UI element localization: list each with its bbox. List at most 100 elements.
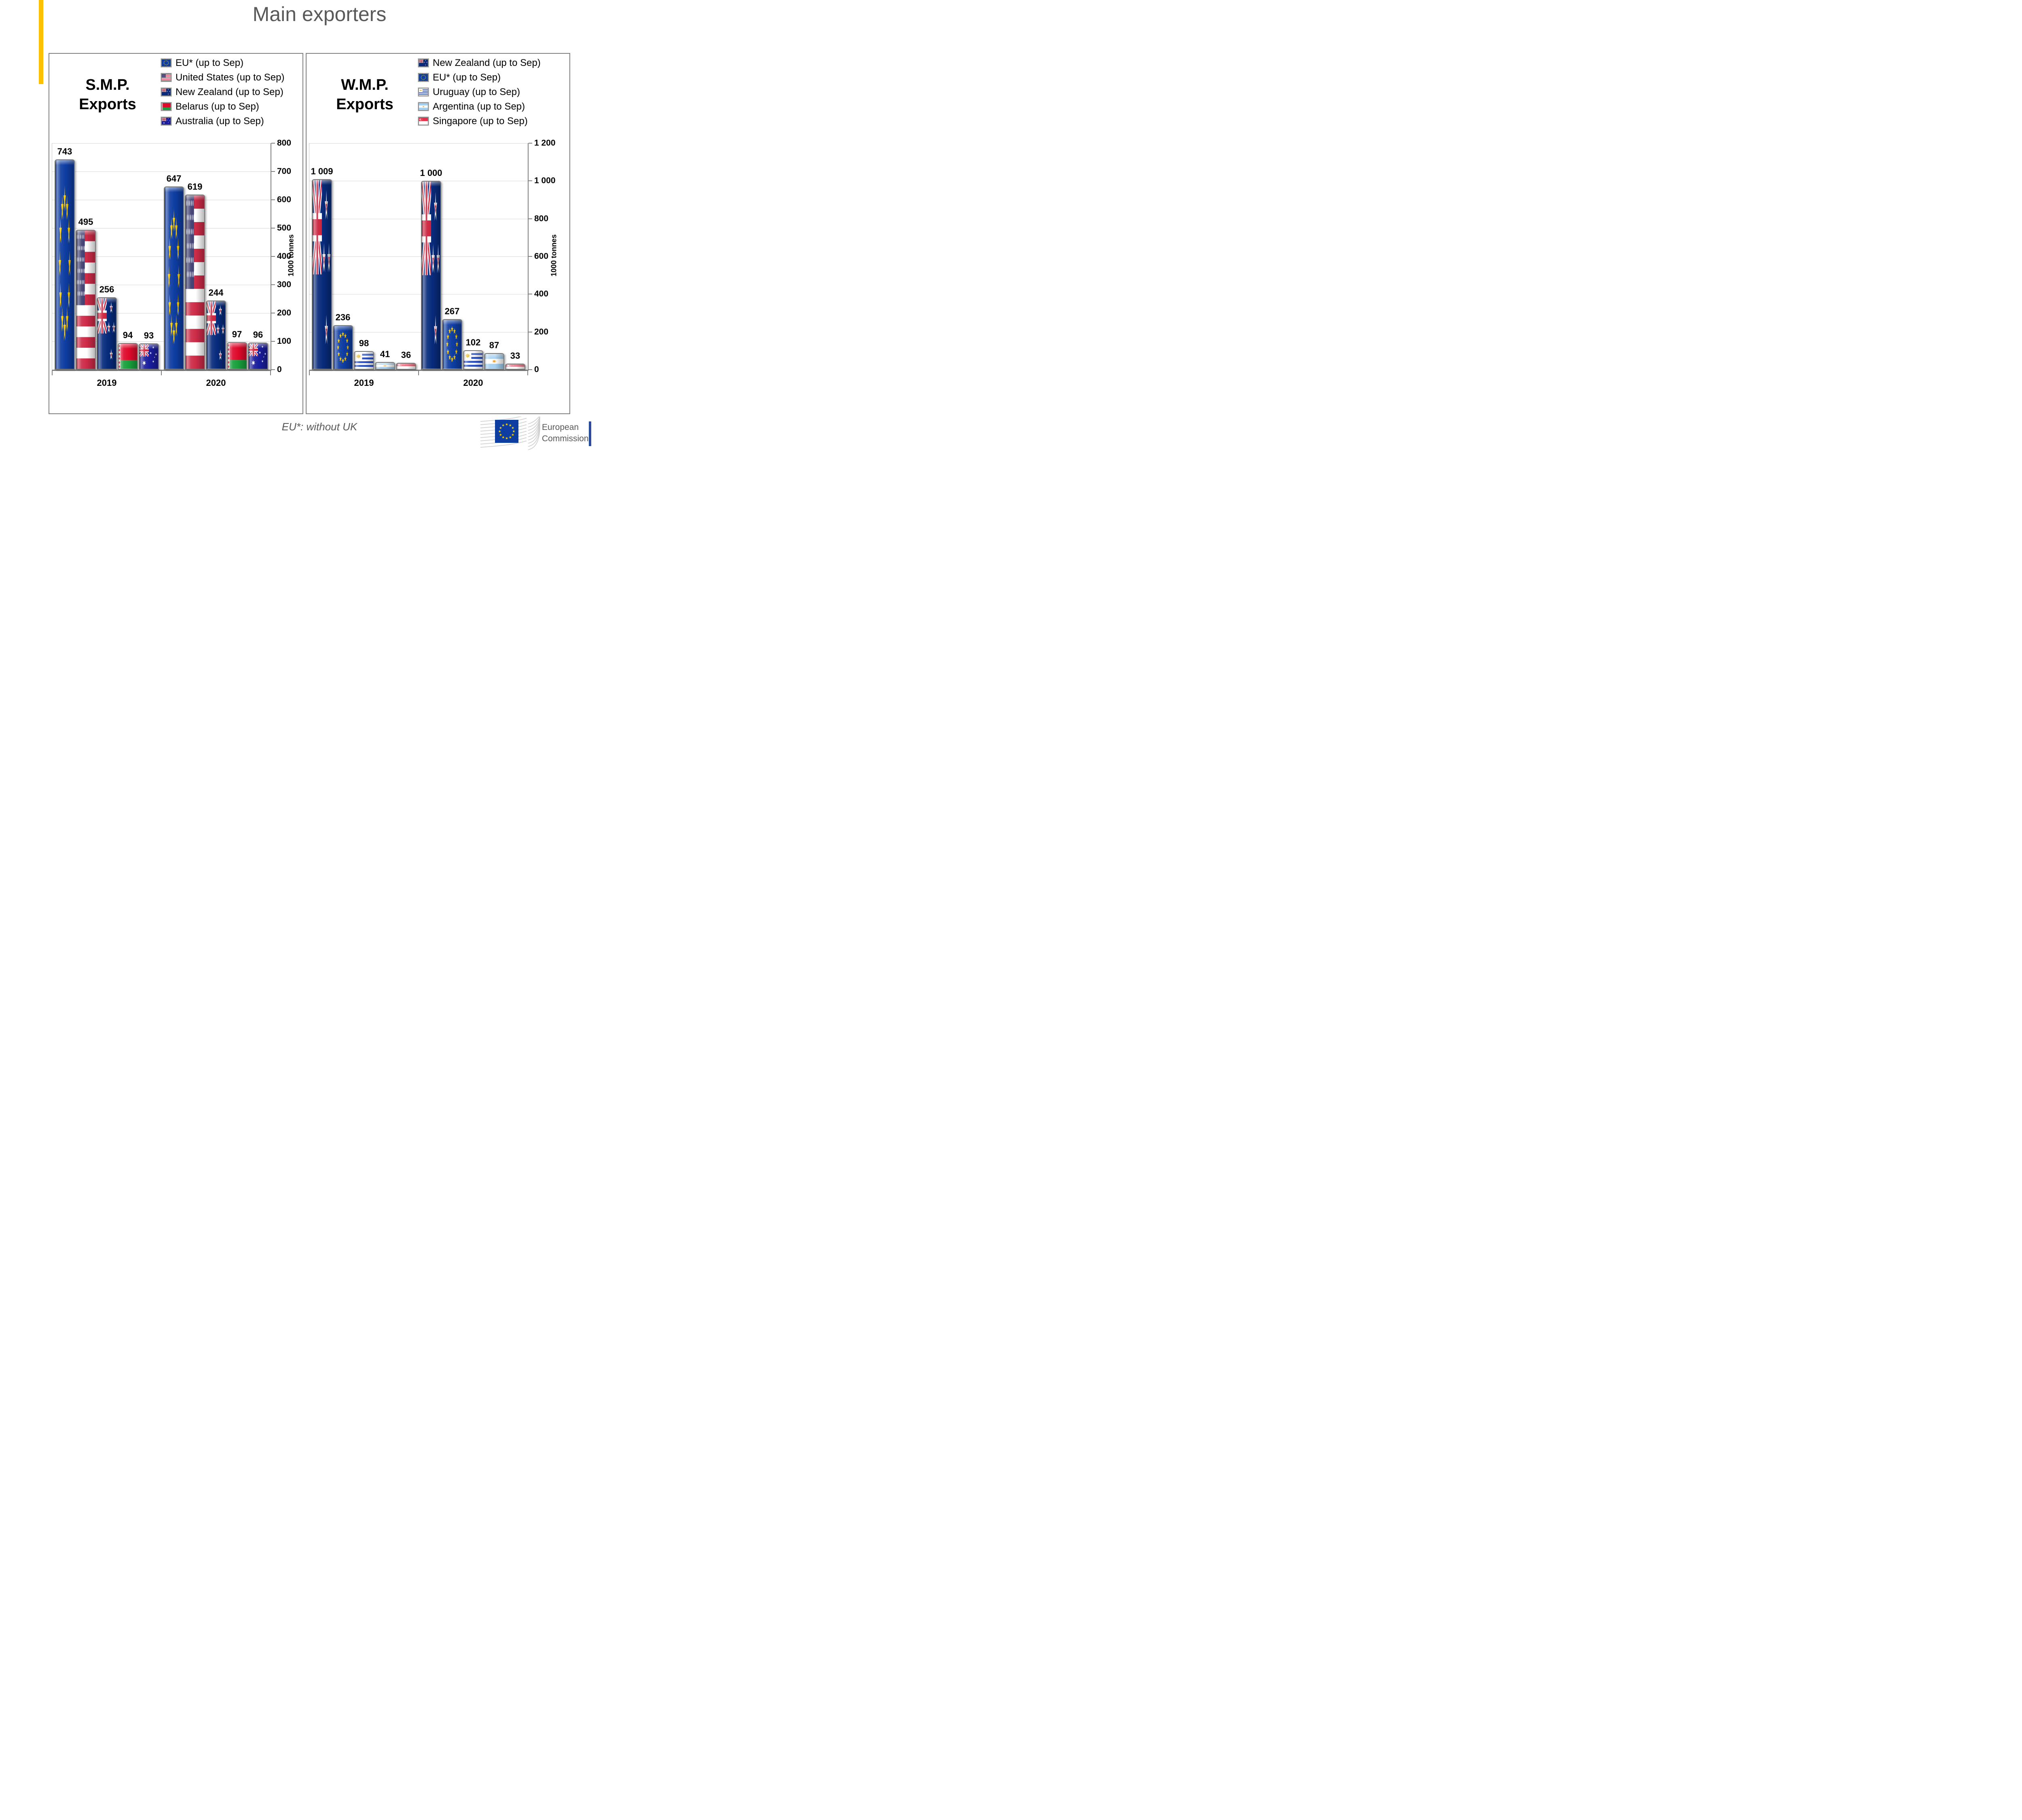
bar-flag-fill: [139, 343, 159, 370]
ec-logo-line2: Commission: [542, 434, 589, 444]
nz-flag-icon: [418, 58, 429, 68]
eu-bar: 647: [164, 174, 184, 370]
bar-gloss-overlay: [228, 343, 246, 369]
y-axis-label: 0: [534, 365, 539, 374]
eu-flag-icon: [495, 420, 518, 443]
bar-flag-fill: [463, 350, 483, 370]
bar-gloss-overlay: [97, 298, 116, 369]
x-axis-tick: [527, 371, 528, 375]
x-axis-tick: [52, 371, 53, 375]
y-axis-title: 1000 tonnes: [287, 234, 295, 277]
by-bar: 94: [118, 330, 138, 370]
us-flag-icon: [161, 73, 172, 82]
bar-gloss-overlay: [355, 352, 373, 369]
bar-value-label: 41: [380, 349, 390, 359]
ec-logo: European Commission: [480, 417, 598, 451]
bar-value-label: 33: [510, 350, 520, 361]
chart-legend: New Zealand (up to Sep) EU* (up to Sep) Ur…: [418, 57, 541, 131]
y-axis-label: 700: [277, 167, 292, 176]
sg-bar: 36: [396, 350, 416, 370]
by-bar: 97: [227, 329, 247, 370]
legend-label: New Zealand (up to Sep): [433, 57, 541, 68]
y-axis-label: 600: [534, 252, 549, 261]
bar-value-label: 96: [253, 329, 263, 340]
x-axis-label: 2019: [354, 378, 374, 388]
bar-value-label: 619: [187, 181, 203, 192]
chart-title: W.M.P. Exports: [315, 76, 414, 114]
page-title: Main exporters: [252, 3, 387, 25]
bar-gloss-overlay: [118, 344, 137, 369]
by-flag-icon: [161, 102, 172, 111]
bar-value-label: 97: [232, 329, 242, 340]
bar-flag-fill: [248, 342, 268, 370]
eu-bar: 267: [442, 306, 462, 370]
chart-title-line: S.M.P.: [85, 76, 130, 93]
bar-flag-fill: [484, 353, 504, 370]
y-axis-title: 1000 tonnes: [550, 234, 558, 277]
y-axis-label: 100: [277, 336, 292, 346]
bar-value-label: 36: [401, 350, 411, 360]
plot-area: 0 100 200 300 400 500 600 700 800 743 495 256 94 93 20…: [52, 138, 291, 388]
bar-value-label: 87: [489, 340, 499, 351]
uy-flag-icon: [418, 87, 429, 97]
chart-title-line: W.M.P.: [341, 76, 389, 93]
legend-label: United States (up to Sep): [176, 72, 285, 83]
gridline: [52, 143, 271, 144]
legend-item: United States (up to Sep): [161, 72, 284, 83]
legend-item: Uruguay (up to Sep): [418, 87, 541, 97]
y-axis-label: 200: [534, 327, 549, 336]
bar-value-label: 495: [78, 216, 93, 227]
ar-bar: 87: [484, 340, 504, 370]
bar-flag-fill: [185, 194, 205, 370]
plot-area: 0 200 400 600 800 1 000 1 200 1 009 236 98 41 36 201…: [309, 138, 556, 388]
bar-value-label: 1 009: [311, 166, 333, 177]
legend-label: EU* (up to Sep): [433, 72, 501, 83]
bar-flag-fill: [505, 363, 525, 370]
legend-item: Belarus (up to Sep): [161, 101, 284, 112]
y-axis-tick: [529, 218, 532, 219]
bar-gloss-overlay: [443, 320, 461, 369]
eu-flag-icon: [161, 58, 172, 68]
bar-gloss-overlay: [485, 354, 503, 369]
bar-flag-fill: [164, 186, 184, 370]
bar-flag-fill: [333, 325, 353, 370]
sg-bar: 33: [505, 351, 525, 370]
legend-item: EU* (up to Sep): [418, 72, 541, 83]
x-axis-tick: [418, 371, 419, 375]
bar-flag-fill: [375, 362, 395, 370]
bar-value-label: 1 000: [420, 168, 442, 178]
y-axis-label: 400: [277, 252, 292, 261]
uy-bar: 102: [463, 337, 483, 370]
bar-gloss-overlay: [334, 326, 352, 369]
bar-group-2019: 743 495 256 94 93: [52, 143, 161, 370]
bar-value-label: 743: [57, 146, 72, 157]
y-axis-label: 800: [277, 138, 292, 148]
eu-flag-icon: [418, 73, 429, 82]
bar-gloss-overlay: [186, 195, 204, 369]
x-axis-label: 2019: [97, 378, 117, 388]
y-axis-label: 600: [277, 195, 292, 204]
bar-group-2020: 647 619 244 97 96: [161, 143, 271, 370]
au-bar: 93: [139, 330, 159, 370]
bar-gloss-overlay: [249, 343, 267, 369]
bar-value-label: 256: [99, 284, 114, 294]
x-axis-tick: [270, 371, 271, 375]
bar-value-label: 236: [335, 312, 351, 322]
bar-group-2020: 1 000 267 102 87 33: [419, 143, 528, 370]
y-axis-tick: [271, 171, 275, 172]
gridline: [52, 256, 271, 257]
bar-flag-fill: [55, 159, 75, 370]
bar-value-label: 647: [166, 174, 182, 184]
bar-flag-fill: [442, 319, 462, 370]
eu-bar: 236: [333, 312, 353, 370]
y-axis-tick: [529, 143, 532, 144]
eu-bar: 743: [55, 146, 75, 370]
bar-value-label: 98: [359, 338, 369, 349]
nz-flag-icon: [161, 87, 172, 97]
bar-gloss-overlay: [207, 301, 225, 369]
y-axis-label: 800: [534, 214, 549, 223]
chart-title-line: Exports: [79, 95, 136, 113]
bar-value-label: 93: [144, 330, 154, 341]
x-axis-label: 2020: [206, 378, 226, 388]
accent-bar-decoration: [39, 0, 43, 84]
